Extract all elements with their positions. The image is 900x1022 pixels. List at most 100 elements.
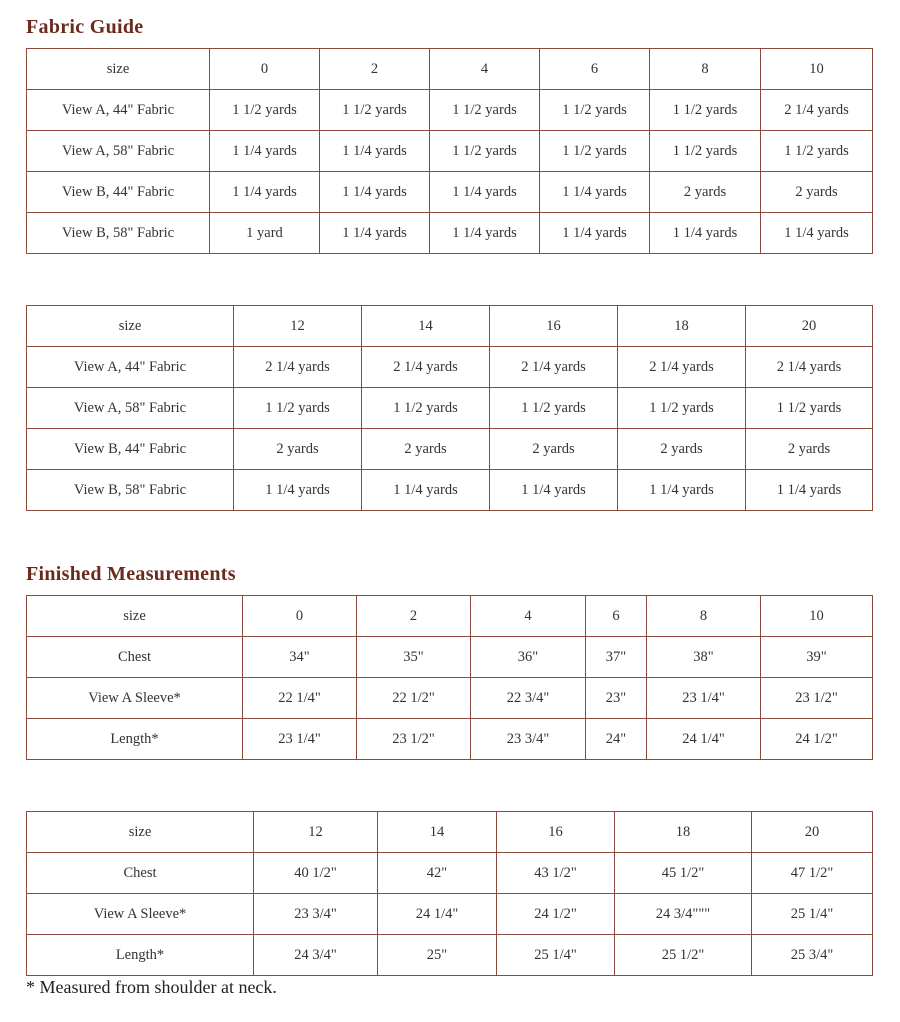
cell: 23 1/2" — [760, 677, 873, 719]
row-label: View A, 58" Fabric — [26, 130, 210, 172]
cell: 1 1/4 yards — [209, 130, 320, 172]
row-label: View B, 58" Fabric — [26, 469, 234, 511]
cell: 2 1/4 yards — [489, 346, 618, 388]
cell: 24 1/4" — [646, 718, 761, 760]
cell: 24 1/2" — [496, 893, 615, 935]
cell: 43 1/2" — [496, 852, 615, 894]
cell: 47 1/2" — [751, 852, 873, 894]
table-row: View B, 58" Fabric 1 yard 1 1/4 yards 1 1/4… — [26, 212, 873, 254]
row-label: View A, 44" Fabric — [26, 346, 234, 388]
cell: 1 1/4 yards — [429, 171, 540, 213]
row-label: View A Sleeve* — [26, 893, 254, 935]
header-cell: 4 — [470, 595, 586, 637]
cell: 24 3/4" — [253, 934, 378, 976]
cell: 1 1/4 yards — [361, 469, 490, 511]
table: size 12 14 16 18 20 Chest 40 1/2" 42" 43 1/2" 45 1… — [26, 811, 873, 976]
cell: 2 1/4 yards — [361, 346, 490, 388]
cell: 35" — [356, 636, 471, 678]
table-row: size 12 14 16 18 20 — [26, 811, 873, 853]
cell: 1 1/2 yards — [539, 89, 650, 131]
table-row: View B, 44" Fabric 1 1/4 yards 1 1/4 yards… — [26, 171, 873, 213]
table-row: View A, 58" Fabric 1 1/4 yards 1 1/4 yards… — [26, 130, 873, 172]
cell: 1 1/4 yards — [539, 212, 650, 254]
header-cell: size — [26, 811, 254, 853]
table-row: View A, 44" Fabric 2 1/4 yards 2 1/4 yards… — [26, 346, 873, 388]
cell: 2 yards — [617, 428, 746, 470]
row-label: View B, 44" Fabric — [26, 171, 210, 213]
header-cell: size — [26, 48, 210, 90]
header-cell: 10 — [760, 48, 873, 90]
cell: 1 yard — [209, 212, 320, 254]
header-cell: 16 — [496, 811, 615, 853]
cell: 1 1/2 yards — [745, 387, 873, 429]
cell: 24 1/4" — [377, 893, 497, 935]
cell: 1 1/4 yards — [429, 212, 540, 254]
cell: 2 yards — [489, 428, 618, 470]
header-cell: 6 — [539, 48, 650, 90]
cell: 23 1/2" — [356, 718, 471, 760]
cell: 23 3/4" — [470, 718, 586, 760]
cell: 1 1/2 yards — [617, 387, 746, 429]
cell: 25 3/4" — [751, 934, 873, 976]
table-row: Chest 40 1/2" 42" 43 1/2" 45 1/2" 47 1/2" — [26, 852, 873, 894]
header-cell: 12 — [233, 305, 362, 347]
cell: 1 1/4 yards — [745, 469, 873, 511]
cell: 22 1/2" — [356, 677, 471, 719]
header-cell: 8 — [646, 595, 761, 637]
row-label: Chest — [26, 852, 254, 894]
row-label: Chest — [26, 636, 243, 678]
cell: 1 1/4 yards — [209, 171, 320, 213]
header-cell: 12 — [253, 811, 378, 853]
row-label: View A Sleeve* — [26, 677, 243, 719]
cell: 2 yards — [745, 428, 873, 470]
cell: 1 1/4 yards — [539, 171, 650, 213]
cell: 22 1/4" — [242, 677, 357, 719]
cell: 24 3/4""" — [614, 893, 752, 935]
cell: 2 1/4 yards — [745, 346, 873, 388]
cell: 2 yards — [649, 171, 761, 213]
table-row: View A, 44" Fabric 1 1/2 yards 1 1/2 yards… — [26, 89, 873, 131]
row-label: View A, 58" Fabric — [26, 387, 234, 429]
row-label: View B, 44" Fabric — [26, 428, 234, 470]
cell: 24 1/2" — [760, 718, 873, 760]
row-label: Length* — [26, 934, 254, 976]
cell: 39" — [760, 636, 873, 678]
cell: 23 3/4" — [253, 893, 378, 935]
cell: 1 1/2 yards — [649, 89, 761, 131]
cell: 1 1/4 yards — [319, 130, 430, 172]
cell: 42" — [377, 852, 497, 894]
cell: 23" — [585, 677, 647, 719]
cell: 1 1/2 yards — [649, 130, 761, 172]
cell: 1 1/4 yards — [233, 469, 362, 511]
table-row: View A Sleeve* 23 3/4" 24 1/4" 24 1/2" 24 3/… — [26, 893, 873, 935]
header-cell: 4 — [429, 48, 540, 90]
cell: 1 1/4 yards — [617, 469, 746, 511]
cell: 2 1/4 yards — [233, 346, 362, 388]
cell: 40 1/2" — [253, 852, 378, 894]
table-row: View A Sleeve* 22 1/4" 22 1/2" 22 3/4" 23" 23… — [26, 677, 873, 719]
header-cell: 6 — [585, 595, 647, 637]
header-cell: 2 — [356, 595, 471, 637]
cell: 1 1/4 yards — [319, 171, 430, 213]
cell: 34" — [242, 636, 357, 678]
header-cell: size — [26, 305, 234, 347]
header-cell: 0 — [209, 48, 320, 90]
cell: 1 1/2 yards — [429, 130, 540, 172]
table: size 12 14 16 18 20 View A, 44" Fabric 2 1/4 ya… — [26, 305, 873, 511]
row-label: View B, 58" Fabric — [26, 212, 210, 254]
cell: 1 1/2 yards — [429, 89, 540, 131]
table-row: Chest 34" 35" 36" 37" 38" 39" — [26, 636, 873, 678]
cell: 37" — [585, 636, 647, 678]
table: size 0 2 4 6 8 10 View A, 44" Fabric 1 1/2 yards… — [26, 48, 873, 254]
table: size 0 2 4 6 8 10 Chest 34" 35" 36" 37" 38" 39" View A… — [26, 595, 873, 760]
cell: 25 1/4" — [496, 934, 615, 976]
table-row: View A, 58" Fabric 1 1/2 yards 1 1/2 yards… — [26, 387, 873, 429]
cell: 23 1/4" — [646, 677, 761, 719]
section-title: Finished Measurements — [26, 563, 236, 585]
table-row: size 0 2 4 6 8 10 — [26, 48, 873, 90]
cell: 1 1/4 yards — [489, 469, 618, 511]
cell: 24" — [585, 718, 647, 760]
cell: 25 1/2" — [614, 934, 752, 976]
header-cell: 14 — [377, 811, 497, 853]
